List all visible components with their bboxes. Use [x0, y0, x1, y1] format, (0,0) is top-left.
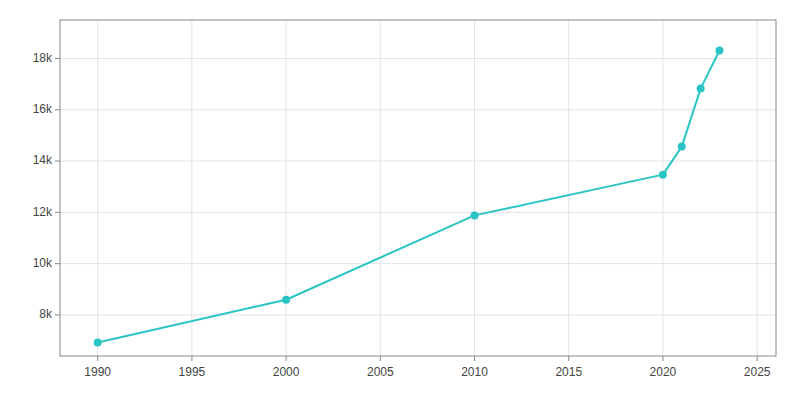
point: [659, 171, 667, 179]
y-tick: [55, 314, 60, 315]
point: [471, 211, 479, 219]
y-tick: [55, 212, 60, 213]
x-tick: [97, 356, 98, 361]
x-grid-line: [568, 20, 569, 356]
y-tick: [55, 58, 60, 59]
plot-background: [60, 20, 776, 356]
x-tick-label: 1995: [179, 365, 206, 379]
x-grid-line: [662, 20, 663, 356]
y-grid-line: [60, 263, 776, 264]
y-tick-label: 8k: [39, 307, 53, 321]
x-tick-label: 2015: [555, 365, 582, 379]
x-tick-label: 2005: [367, 365, 394, 379]
data-group: [94, 46, 724, 346]
x-tick: [380, 356, 381, 361]
y-tick: [55, 263, 60, 264]
x-tick-label: 1990: [84, 365, 111, 379]
x-tick: [286, 356, 287, 361]
x-grid-line: [474, 20, 475, 356]
x-tick: [474, 356, 475, 361]
point: [715, 46, 723, 54]
y-tick-label: 12k: [33, 205, 53, 219]
x-tick: [757, 356, 758, 361]
x-tick: [568, 356, 569, 361]
y-tick: [55, 161, 60, 162]
y-grid-line: [60, 109, 776, 110]
y-tick-label: 14k: [33, 153, 53, 167]
point: [282, 296, 290, 304]
x-grid-line: [757, 20, 758, 356]
point: [94, 338, 102, 346]
x-tick-label: 2000: [273, 365, 300, 379]
chart-container: 8k 10k 12k 14k 16k 18k 1990 1995 2000 2005 2010 201…: [0, 0, 800, 400]
x-grid-line: [191, 20, 192, 356]
x-grid-line: [380, 20, 381, 356]
point: [678, 143, 686, 151]
line: [98, 50, 720, 342]
grid: [60, 20, 776, 356]
y-grid-line: [60, 212, 776, 213]
chart-svg: 8k 10k 12k 14k 16k 18k 1990 1995 2000 2005 2010 201…: [0, 0, 800, 400]
y-tick-label: 18k: [33, 51, 53, 65]
y-grid-line: [60, 58, 776, 59]
plot-frame: [60, 20, 776, 356]
axes: 8k 10k 12k 14k 16k 18k 1990 1995 2000 2005 2010 201…: [33, 51, 771, 379]
y-grid-line: [60, 314, 776, 315]
x-grid-line: [97, 20, 98, 356]
y-tick-label: 10k: [33, 256, 53, 270]
x-tick: [191, 356, 192, 361]
point: [697, 85, 705, 93]
x-tick-label: 2020: [650, 365, 677, 379]
x-tick-label: 2025: [744, 365, 771, 379]
x-grid-line: [286, 20, 287, 356]
y-tick-label: 16k: [33, 102, 53, 116]
x-tick: [662, 356, 663, 361]
x-tick-label: 2010: [461, 365, 488, 379]
y-tick: [55, 109, 60, 110]
y-grid-line: [60, 161, 776, 162]
